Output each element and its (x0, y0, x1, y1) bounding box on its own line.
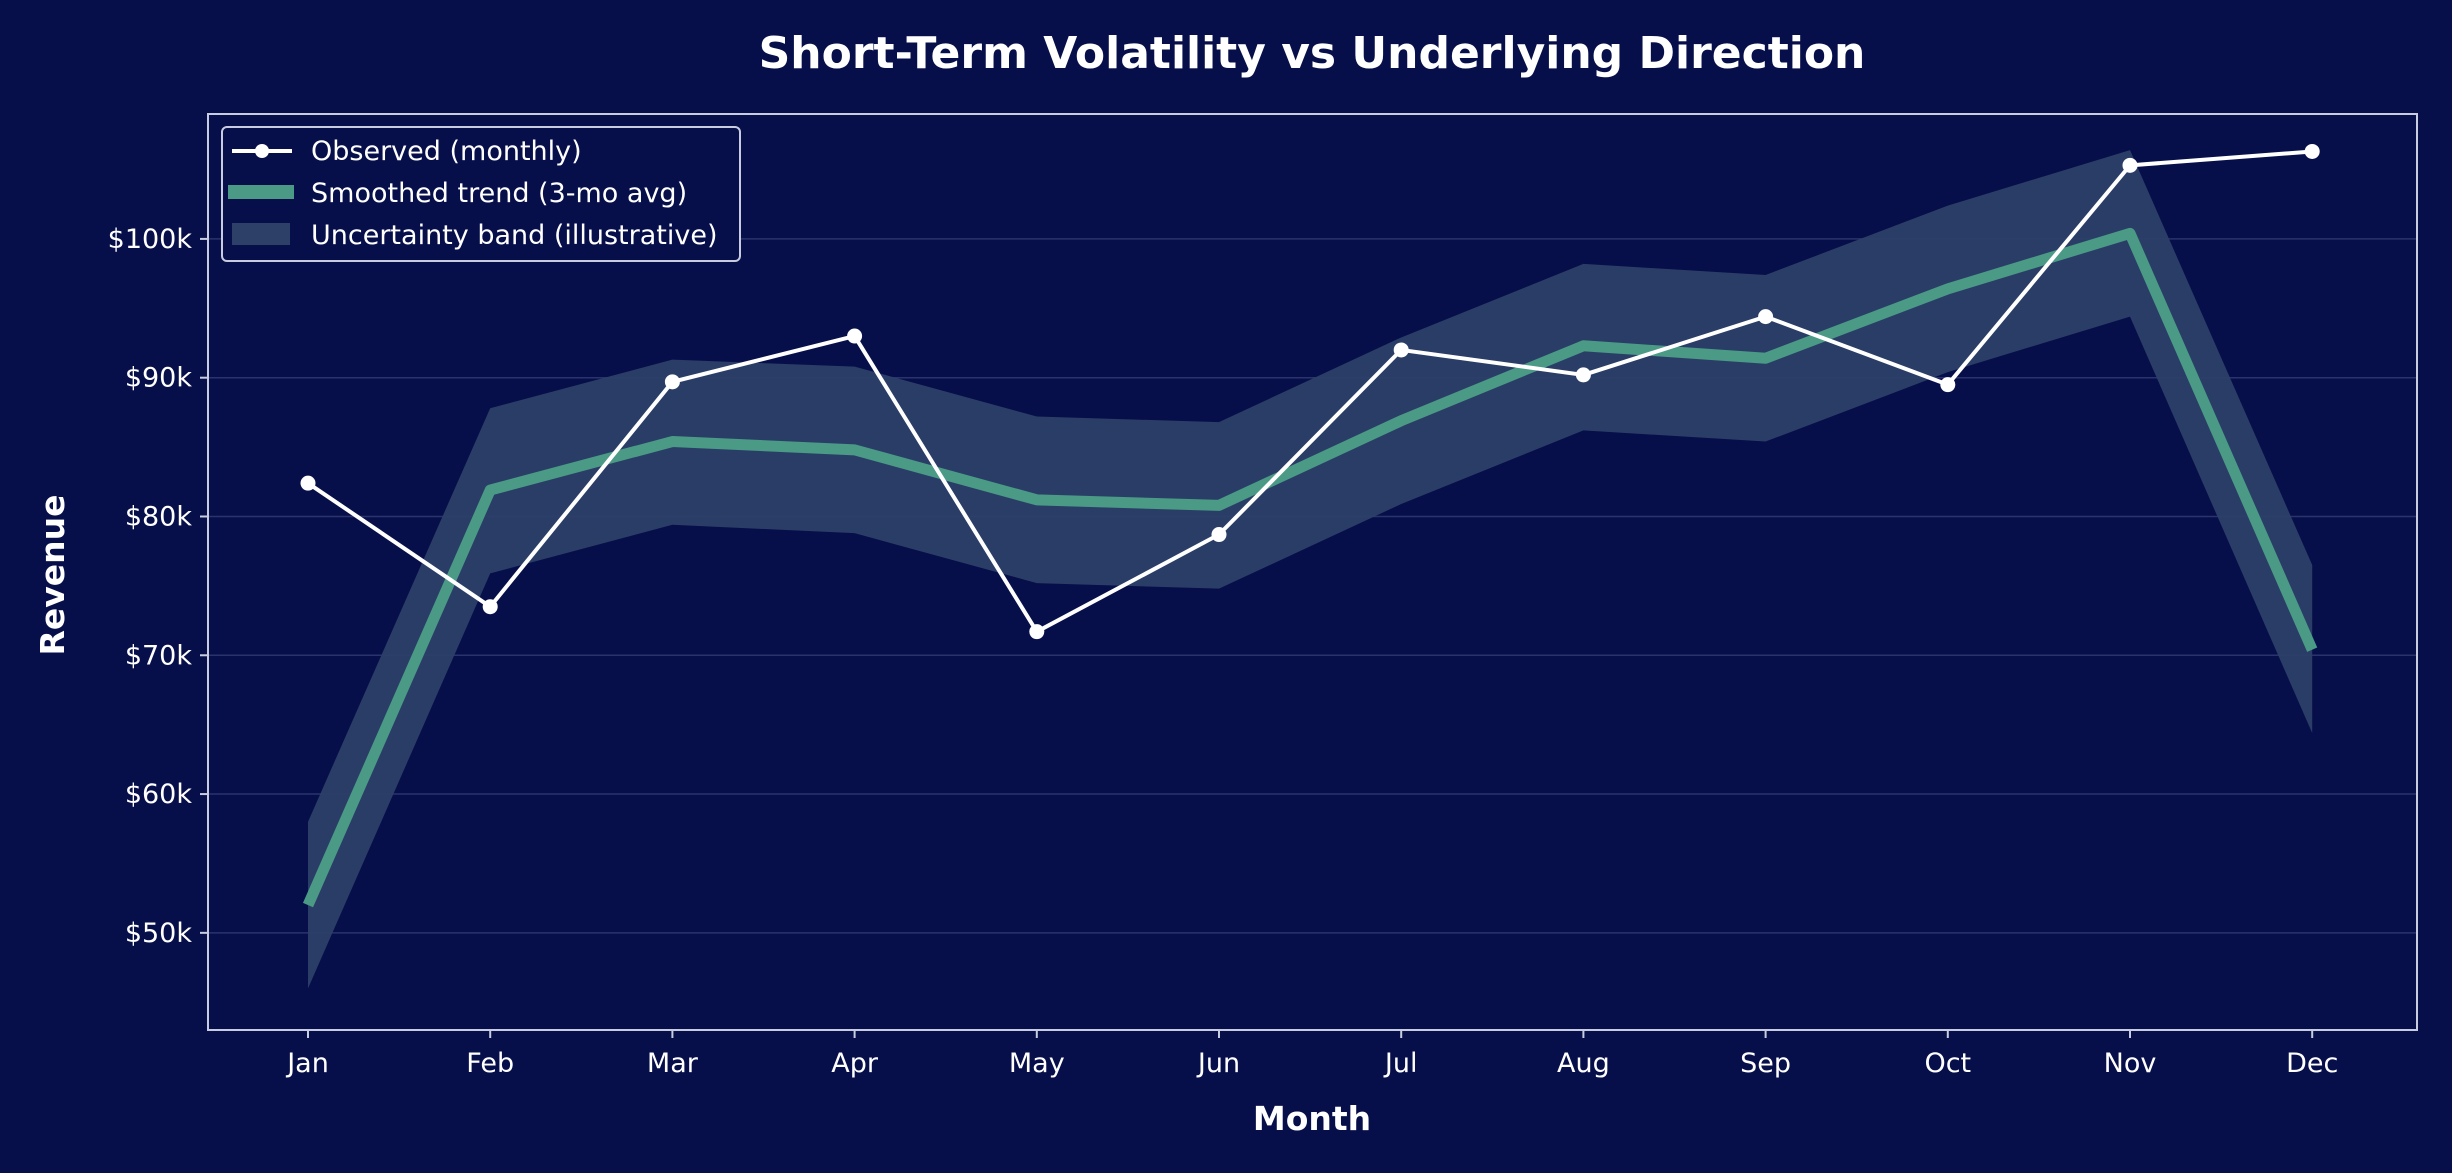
y-tick-label: $90k (125, 363, 193, 394)
y-tick-label: $100k (108, 224, 193, 255)
x-tick-label: Aug (1557, 1048, 1610, 1079)
x-tick-label: Sep (1740, 1048, 1791, 1079)
observed-point (1758, 309, 1774, 325)
observed-line (306, 149, 2313, 634)
legend-box (221, 126, 741, 262)
x-axis-label: Month (1253, 1099, 1371, 1138)
legend-trend-swatch (228, 185, 294, 199)
x-tick-label: Apr (831, 1048, 879, 1079)
legend: Observed (monthly) Smoothed trend (3-mo … (221, 126, 741, 262)
y-tick-label: $70k (125, 640, 193, 671)
legend-band-swatch (232, 223, 290, 245)
legend-band-label: Uncertainty band (illustrative) (311, 220, 718, 251)
x-tick-label: Feb (466, 1048, 514, 1079)
uncertainty-band (308, 150, 2313, 989)
x-axis-ticks: Jan Feb Mar Apr May Jun Jul Aug Sep Oct Nov Dec (285, 1030, 2338, 1079)
observed-point (2304, 143, 2320, 159)
observed-point (1211, 527, 1227, 543)
chart-title: Short-Term Volatility vs Underlying Dire… (759, 28, 1866, 79)
y-tick-label: $80k (125, 501, 193, 532)
observed-point (664, 374, 680, 390)
observed-point (2122, 157, 2138, 173)
x-tick-label: Jul (1383, 1048, 1418, 1079)
legend-trend-label: Smoothed trend (3-mo avg) (311, 178, 687, 209)
x-tick-label: Mar (647, 1048, 699, 1079)
observed-point (1029, 624, 1045, 640)
y-axis-label: Revenue (33, 494, 72, 655)
smoothed-trend-line (302, 227, 2318, 908)
legend-observed-label: Observed (monthly) (311, 136, 582, 167)
y-tick-label: $50k (125, 918, 193, 949)
uncertainty-band-layer (308, 150, 2313, 989)
x-tick-label: May (1009, 1048, 1065, 1079)
observed-point (1940, 377, 1956, 393)
plot-area-frame (207, 113, 2418, 1031)
observed-point (1575, 367, 1591, 383)
observed-line-layer (300, 143, 2320, 640)
x-tick-label: Oct (1924, 1048, 1971, 1079)
legend-observed-marker-swatch (255, 144, 269, 158)
x-tick-label: Nov (2104, 1048, 2157, 1079)
y-axis-ticks: $50k $60k $70k $80k $90k $100k (108, 224, 208, 949)
x-tick-label: Jan (285, 1048, 329, 1079)
x-tick-label: Jun (1196, 1048, 1240, 1079)
trend-line-layer (302, 227, 2318, 908)
observed-point (300, 475, 316, 491)
y-tick-label: $60k (125, 779, 193, 810)
observed-point (482, 599, 498, 615)
observed-point (1393, 342, 1409, 358)
observed-point (847, 328, 863, 344)
x-tick-label: Dec (2286, 1048, 2338, 1079)
